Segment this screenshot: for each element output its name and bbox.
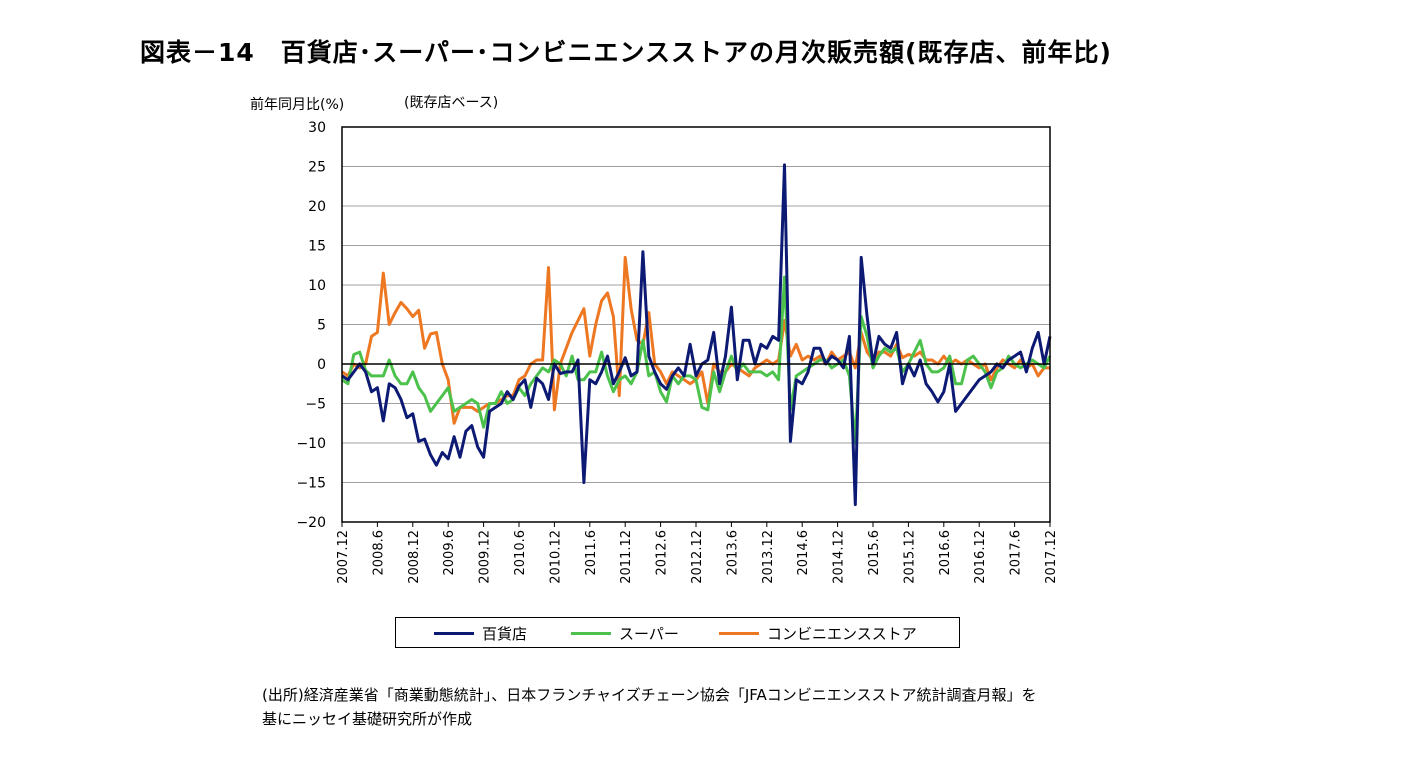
y-tick-label: 10: [308, 278, 326, 294]
x-tick-label: 2017.6: [1009, 530, 1024, 576]
x-tick-label: 2011.6: [584, 530, 599, 576]
x-tick-label: 2014.6: [796, 530, 811, 576]
source-line-2: 基にニッセイ基礎研究所が作成: [262, 710, 473, 728]
x-tick-label: 2010.12: [548, 530, 563, 584]
x-tick-label: 2014.12: [832, 530, 847, 584]
y-tick-label: −5: [305, 397, 326, 413]
source-line-1: (出所)経済産業省「商業動態統計」、日本フランチャイズチェーン協会「JFAコンビ…: [262, 686, 1037, 704]
legend-swatch-convenience-store: [719, 631, 759, 635]
series-line-supermarket: [341, 275, 1052, 445]
y-tick-label: 30: [308, 120, 326, 136]
y-tick-label: 0: [317, 357, 326, 373]
legend-label-supermarket: スーパー: [619, 624, 679, 643]
legend-swatch-department-store: [434, 631, 474, 635]
legend-item-department-store: 百貨店: [434, 623, 527, 643]
series-line-department-store: [341, 163, 1052, 507]
y-tick-label: 25: [308, 160, 326, 176]
legend-item-supermarket: スーパー: [571, 623, 679, 643]
x-tick-label: 2013.12: [761, 530, 776, 584]
x-tick-label: 2011.12: [619, 530, 634, 584]
legend-label-convenience-store: コンビニエンスストア: [767, 624, 917, 643]
x-tick-label: 2016.6: [938, 530, 953, 576]
x-tick-label: 2015.12: [902, 530, 917, 584]
y-tick-label: 20: [308, 199, 326, 215]
x-tick-label: 2008.12: [407, 530, 422, 584]
y-tick-label: 5: [317, 318, 326, 334]
basis-note: (既存店ベース): [404, 95, 499, 111]
y-axis-label: 前年同月比(%): [250, 97, 345, 113]
y-tick-label: 15: [308, 239, 326, 255]
x-tick-label: 2013.6: [725, 530, 740, 576]
source-note: (出所)経済産業省「商業動態統計」、日本フランチャイズチェーン協会「JFAコンビ…: [262, 683, 1037, 731]
series-line-convenience-store: [341, 255, 1050, 425]
x-tick-label: 2007.12: [336, 530, 351, 584]
figure-title: 図表－14 百貨店･スーパー･コンビニエンスストアの月次販売額(既存店、前年比): [140, 38, 1112, 67]
legend-swatch-supermarket: [571, 631, 611, 635]
legend-label-department-store: 百貨店: [482, 624, 528, 643]
legend-item-convenience-store: コンビニエンスストア: [719, 623, 917, 643]
x-tick-label: 2015.6: [867, 530, 882, 576]
x-tick-label: 2009.6: [442, 530, 457, 576]
x-tick-label: 2012.6: [655, 530, 670, 576]
grid-lines: [342, 126, 1050, 523]
plot-frame: [341, 126, 1051, 523]
y-tick-label: −20: [296, 515, 326, 531]
x-tick-label: 2017.12: [1044, 530, 1059, 584]
x-tick-label: 2010.6: [513, 530, 528, 576]
x-tick-label: 2012.12: [690, 530, 705, 584]
legend: 百貨店 スーパー コンビニエンスストア: [395, 617, 960, 648]
y-tick-labels: 30 25 20 15 10 5 0 −5 −10 −15 −20: [296, 120, 326, 531]
x-tick-label: 2016.12: [973, 530, 988, 584]
x-tick-label: 2008.6: [371, 530, 386, 576]
x-tick-labels: 2007.12 2008.6 2008.12 2009.6 2009.12 2010.6 2…: [336, 522, 1059, 584]
x-tick-label: 2009.12: [478, 530, 493, 584]
y-tick-label: −10: [296, 436, 326, 452]
y-tick-label: −15: [296, 476, 326, 492]
series-lines: [341, 163, 1052, 507]
